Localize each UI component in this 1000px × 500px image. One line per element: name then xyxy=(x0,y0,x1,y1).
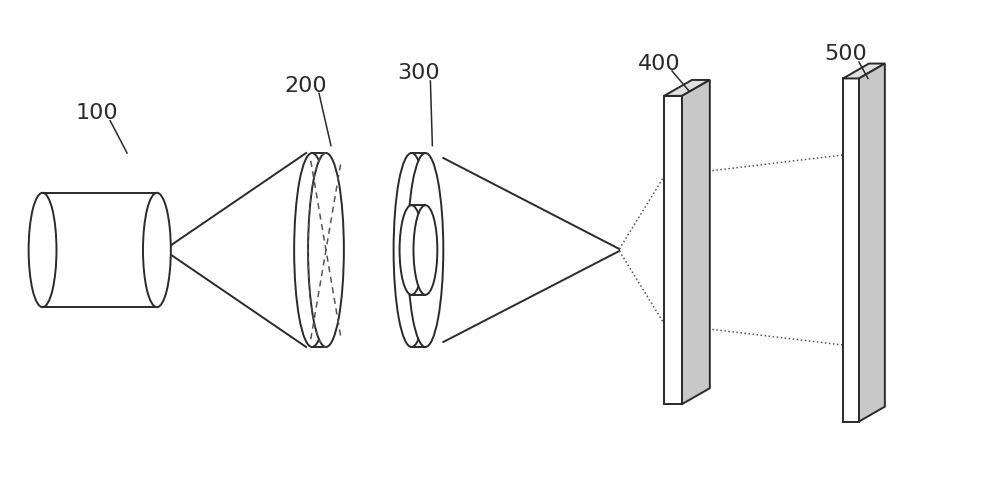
Polygon shape xyxy=(843,78,859,422)
Text: 100: 100 xyxy=(76,104,119,124)
Ellipse shape xyxy=(143,193,171,307)
Polygon shape xyxy=(664,96,682,404)
Polygon shape xyxy=(859,64,885,422)
Text: 500: 500 xyxy=(825,44,867,64)
Polygon shape xyxy=(682,80,710,404)
Text: 400: 400 xyxy=(638,54,680,74)
Polygon shape xyxy=(843,64,885,78)
Ellipse shape xyxy=(308,153,344,347)
Ellipse shape xyxy=(294,153,330,347)
Ellipse shape xyxy=(29,193,56,307)
Text: 300: 300 xyxy=(397,64,440,84)
Text: 200: 200 xyxy=(285,76,327,96)
Ellipse shape xyxy=(394,153,429,347)
Ellipse shape xyxy=(400,205,423,294)
Ellipse shape xyxy=(408,153,443,347)
Ellipse shape xyxy=(413,205,437,294)
Polygon shape xyxy=(664,80,710,96)
